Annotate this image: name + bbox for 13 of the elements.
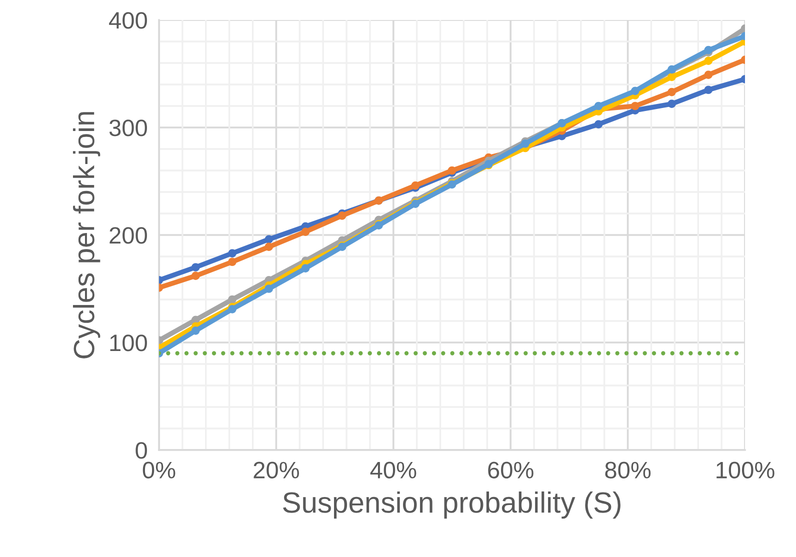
x-tick-label: 80%: [605, 462, 651, 478]
y-tick-label: 200: [110, 227, 147, 244]
y-tick-label: 0: [136, 442, 147, 459]
x-tick-label: 40%: [370, 462, 416, 478]
x-tick-label: 0%: [142, 462, 176, 478]
y-tick-label: 100: [110, 334, 147, 352]
x-tick-label: 100%: [716, 462, 774, 478]
y-tick-label: 300: [109, 120, 147, 136]
y-tick-label: 400: [109, 12, 147, 29]
y-axis-title: Cycles per fork-join: [72, 112, 100, 358]
x-tick-label: 60%: [488, 462, 534, 478]
x-tick-label: 20%: [254, 462, 299, 478]
x-axis-title: Suspension probability (S): [283, 491, 620, 519]
